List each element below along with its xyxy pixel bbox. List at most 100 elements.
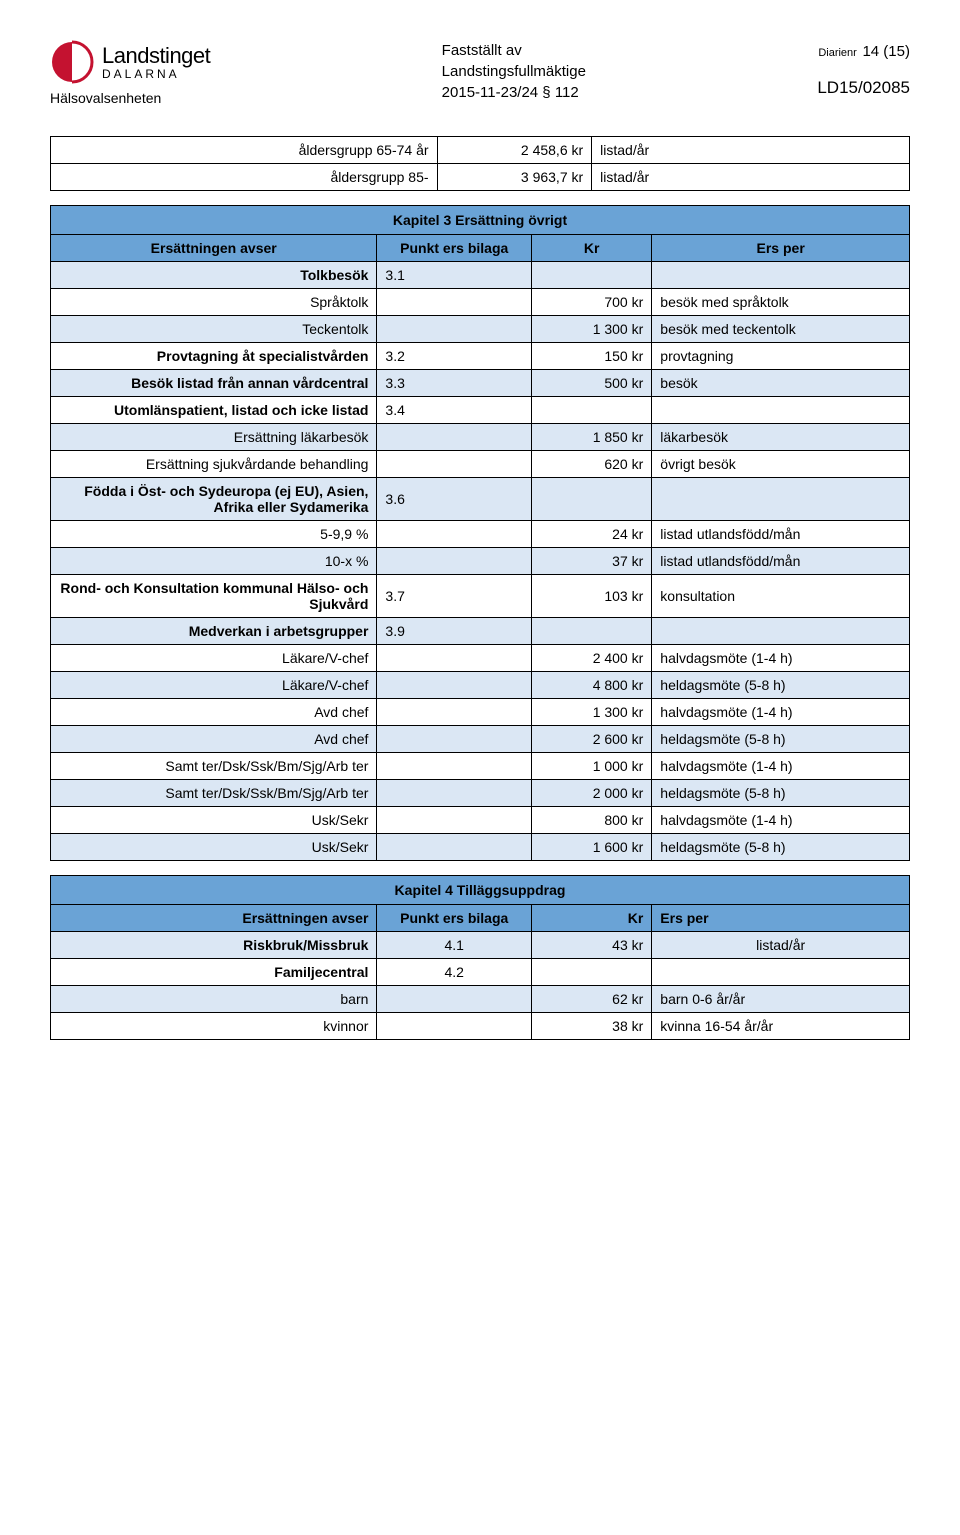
cell-kr: 1 000 kr: [532, 753, 652, 780]
cell-label: Läkare/V-chef: [51, 645, 377, 672]
cell-ersper: listad/år: [652, 932, 910, 959]
cell-label: åldersgrupp 85-: [51, 164, 438, 191]
cell-punkt: [377, 1013, 532, 1040]
cell-label: Besök listad från annan vårdcentral: [51, 370, 377, 397]
cell-ersper: halvdagsmöte (1-4 h): [652, 645, 910, 672]
diarienr-label: Diarienr: [818, 47, 857, 59]
cell-punkt: [377, 316, 532, 343]
cell-label: 5-9,9 %: [51, 521, 377, 548]
col-header: Kr: [532, 905, 652, 932]
col-header: Ers per: [652, 235, 910, 262]
cell-kr: 62 kr: [532, 986, 652, 1013]
cell-ersper: heldagsmöte (5-8 h): [652, 834, 910, 861]
page-number: 14 (15): [862, 43, 910, 60]
cell-punkt: 3.9: [377, 618, 532, 645]
cell-label: Teckentolk: [51, 316, 377, 343]
cell-ersper: [652, 262, 910, 289]
table3-col-headers: Ersättningen avser Punkt ers bilaga Kr E…: [51, 235, 910, 262]
cell-kr: 2 000 kr: [532, 780, 652, 807]
col-header: Ersättningen avser: [51, 235, 377, 262]
cell-punkt: [377, 834, 532, 861]
cell-punkt: 3.4: [377, 397, 532, 424]
table-row: 10-x %37 krlistad utlandsfödd/mån: [51, 548, 910, 575]
cell-punkt: 3.2: [377, 343, 532, 370]
cell-punkt: [377, 726, 532, 753]
cell-kr: 43 kr: [532, 932, 652, 959]
header-right: Diarienr 14 (15) LD15/02085: [817, 40, 910, 101]
cell-ersper: halvdagsmöte (1-4 h): [652, 753, 910, 780]
cell-kr: 2 400 kr: [532, 645, 652, 672]
cell-amount: 3 963,7 kr: [437, 164, 592, 191]
cell-label: kvinnor: [51, 1013, 377, 1040]
cell-label: Usk/Sekr: [51, 834, 377, 861]
cell-kr: 103 kr: [532, 575, 652, 618]
cell-unit: listad/år: [592, 137, 910, 164]
cell-label: Språktolk: [51, 289, 377, 316]
col-header: Kr: [532, 235, 652, 262]
cell-kr: 1 600 kr: [532, 834, 652, 861]
col-header: Punkt ers bilaga: [377, 235, 532, 262]
cell-ersper: kvinna 16-54 år/år: [652, 1013, 910, 1040]
unit-name: Hälsovalsenheten: [50, 90, 210, 106]
cell-punkt: 3.3: [377, 370, 532, 397]
cell-ersper: listad utlandsfödd/mån: [652, 521, 910, 548]
cell-ersper: provtagning: [652, 343, 910, 370]
cell-label: Medverkan i arbetsgrupper: [51, 618, 377, 645]
table3-title: Kapitel 3 Ersättning övrigt: [51, 206, 910, 235]
cell-label: Rond- och Konsultation kommunal Hälso- o…: [51, 575, 377, 618]
logo-text-block: Landstinget DALARNA: [102, 43, 210, 81]
cell-punkt: 4.1: [377, 932, 532, 959]
cell-kr: [532, 959, 652, 986]
cell-kr: 4 800 kr: [532, 672, 652, 699]
table-row: Födda i Öst- och Sydeuropa (ej EU), Asie…: [51, 478, 910, 521]
document-header: Landstinget DALARNA Hälsovalsenheten Fas…: [50, 40, 910, 106]
table-row: Avd chef1 300 krhalvdagsmöte (1-4 h): [51, 699, 910, 726]
cell-punkt: 3.7: [377, 575, 532, 618]
logo-text-sub: DALARNA: [102, 67, 210, 81]
table-row: kvinnor38 krkvinna 16-54 år/år: [51, 1013, 910, 1040]
cell-punkt: 3.1: [377, 262, 532, 289]
table-row: Ersättning läkarbesök1 850 krläkarbesök: [51, 424, 910, 451]
cell-kr: [532, 262, 652, 289]
cell-kr: [532, 397, 652, 424]
table-row: Utomlänspatient, listad och icke listad3…: [51, 397, 910, 424]
cell-label: Utomlänspatient, listad och icke listad: [51, 397, 377, 424]
table4-title: Kapitel 4 Tilläggsuppdrag: [51, 876, 910, 905]
cell-kr: [532, 618, 652, 645]
cell-label: Riskbruk/Missbruk: [51, 932, 377, 959]
cell-unit: listad/år: [592, 164, 910, 191]
col-header: Ers per: [652, 905, 910, 932]
table4-title-row: Kapitel 4 Tilläggsuppdrag: [51, 876, 910, 905]
table-kapitel-4: Kapitel 4 Tilläggsuppdrag Ersättningen a…: [50, 875, 910, 1040]
cell-ersper: heldagsmöte (5-8 h): [652, 780, 910, 807]
cell-label: Födda i Öst- och Sydeuropa (ej EU), Asie…: [51, 478, 377, 521]
cell-punkt: 3.6: [377, 478, 532, 521]
cell-punkt: [377, 521, 532, 548]
cell-punkt: [377, 699, 532, 726]
cell-label: Usk/Sekr: [51, 807, 377, 834]
table-row: Tolkbesök3.1: [51, 262, 910, 289]
cell-ersper: [652, 397, 910, 424]
cell-ersper: besök med teckentolk: [652, 316, 910, 343]
cell-label: åldersgrupp 65-74 år: [51, 137, 438, 164]
table-row: Teckentolk1 300 krbesök med teckentolk: [51, 316, 910, 343]
cell-label: Avd chef: [51, 726, 377, 753]
document-number: LD15/02085: [817, 74, 910, 101]
header-middle: Fastställt av Landstingsfullmäktige 2015…: [442, 40, 586, 103]
table3-title-row: Kapitel 3 Ersättning övrigt: [51, 206, 910, 235]
cell-ersper: listad utlandsfödd/mån: [652, 548, 910, 575]
cell-label: Ersättning läkarbesök: [51, 424, 377, 451]
page: Landstinget DALARNA Hälsovalsenheten Fas…: [0, 0, 960, 1094]
cell-label: Avd chef: [51, 699, 377, 726]
table-row: Läkare/V-chef4 800 krheldagsmöte (5-8 h): [51, 672, 910, 699]
cell-label: Tolkbesök: [51, 262, 377, 289]
cell-kr: 1 300 kr: [532, 699, 652, 726]
table-row: 5-9,9 %24 krlistad utlandsfödd/mån: [51, 521, 910, 548]
cell-ersper: läkarbesök: [652, 424, 910, 451]
cell-punkt: [377, 807, 532, 834]
cell-ersper: besök med språktolk: [652, 289, 910, 316]
cell-ersper: [652, 959, 910, 986]
cell-punkt: [377, 780, 532, 807]
cell-ersper: halvdagsmöte (1-4 h): [652, 807, 910, 834]
cell-punkt: [377, 451, 532, 478]
